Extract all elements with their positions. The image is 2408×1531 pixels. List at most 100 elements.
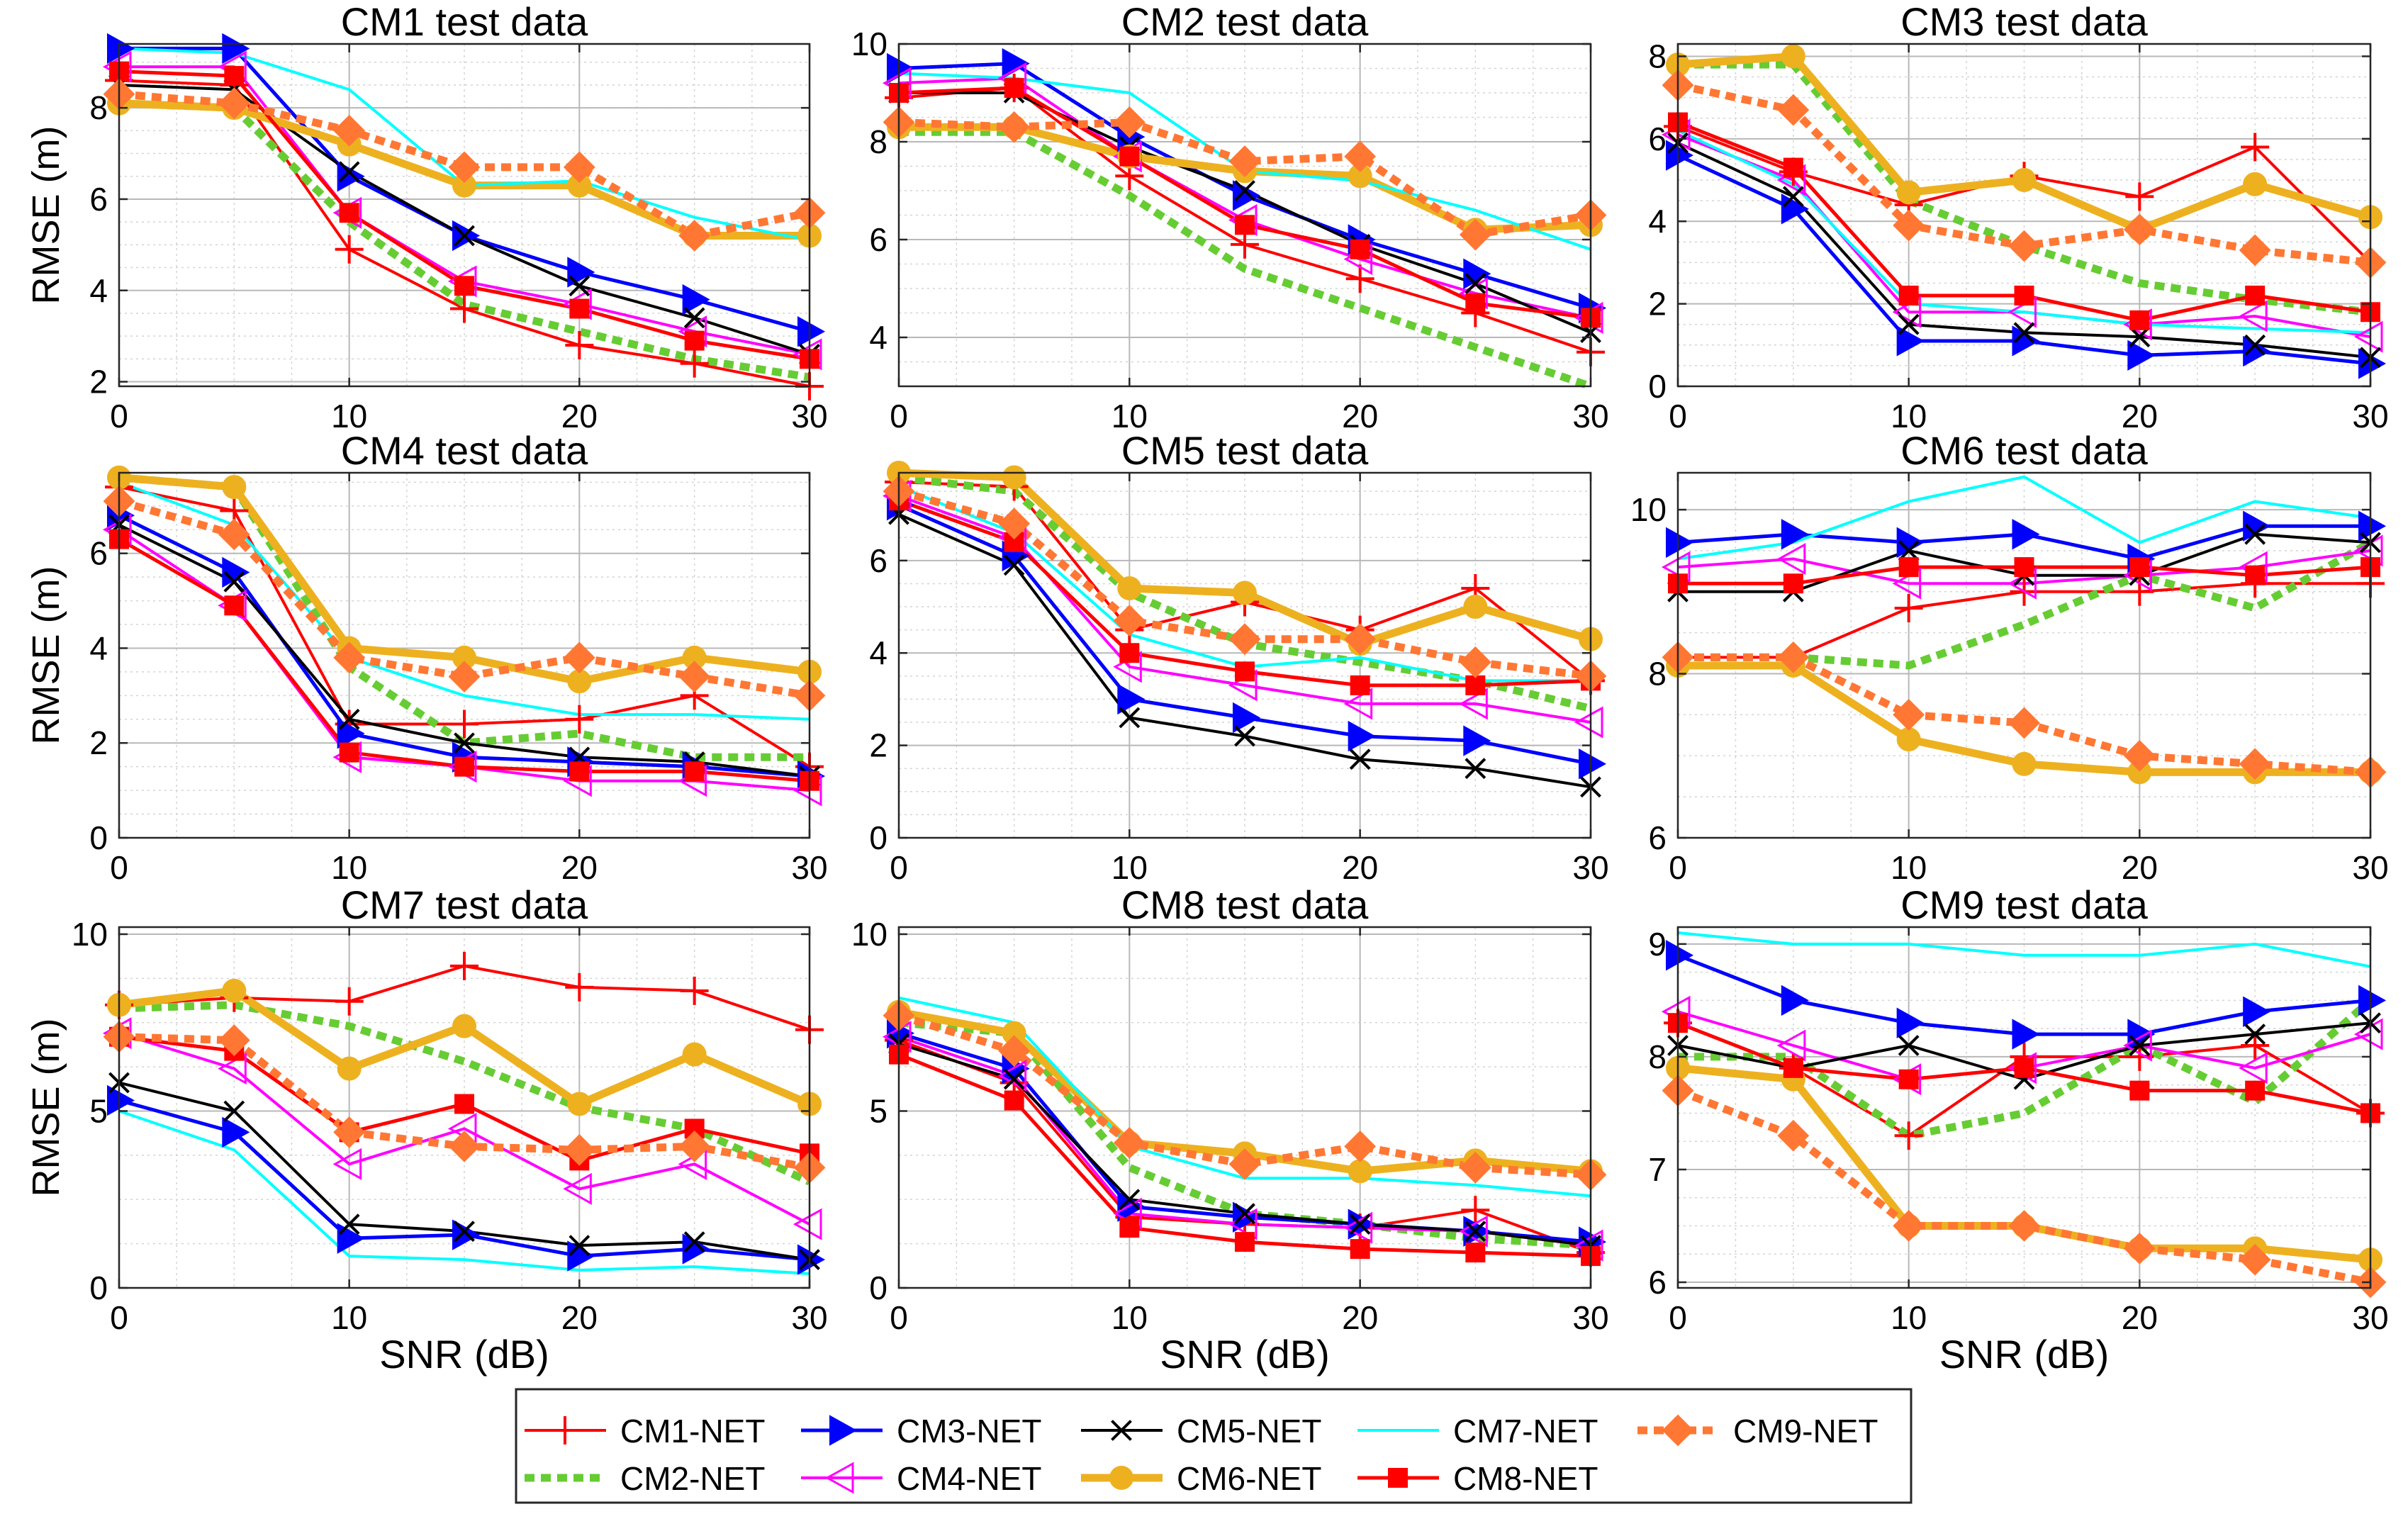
data-point-cm6-net <box>222 475 247 500</box>
data-point-cm6-net <box>682 1042 707 1067</box>
data-point-cm3-net <box>1463 725 1491 756</box>
y-tick-label: 4 <box>869 634 887 671</box>
data-point-cm6-net <box>2243 172 2268 196</box>
data-point-cm9-net <box>563 1133 595 1166</box>
data-point-cm5-net <box>338 161 360 183</box>
data-point-cm3-net <box>2012 1019 2040 1050</box>
data-point-cm3-net <box>797 316 826 347</box>
data-point-cm9-net <box>333 114 366 147</box>
data-point-cm9-net <box>1459 646 1491 678</box>
x-tick-label: 20 <box>2122 1299 2158 1336</box>
data-point-cm5-net <box>1898 540 1920 561</box>
data-point-cm8-net <box>2245 1080 2266 1101</box>
data-point-cm9-net <box>678 220 711 252</box>
data-point-cm8-net <box>1898 1069 1919 1089</box>
data-point-cm1-net <box>2241 133 2270 162</box>
data-point-cm5-net <box>1349 1213 1371 1235</box>
chart-title: CM3 test data <box>1900 0 2148 44</box>
data-point-cm6-net <box>1896 727 1921 752</box>
x-axis-label: SNR (dB) <box>1160 1332 1330 1376</box>
data-point-cm9-net <box>1228 1148 1261 1180</box>
y-tick-label: 2 <box>869 727 887 764</box>
data-point-cm9-net <box>563 151 595 184</box>
y-axis-label: RMSE (m) <box>25 566 67 745</box>
data-point-cm9-net <box>1893 209 1925 242</box>
data-point-cm6-net <box>1463 595 1488 619</box>
y-tick-label: 6 <box>869 221 887 258</box>
data-point-cm9-net <box>678 1130 711 1162</box>
x-tick-label: 30 <box>1572 849 1608 886</box>
y-tick-label: 4 <box>89 629 108 666</box>
data-point-cm3-net <box>337 1223 365 1254</box>
data-point-cm5-net <box>2244 1024 2266 1045</box>
data-point-cm8-net <box>2245 565 2266 585</box>
data-point-cm3-net <box>1117 683 1146 715</box>
x-tick-label: 20 <box>1342 398 1378 434</box>
y-tick-label: 8 <box>89 89 108 126</box>
data-point-cm9-net <box>333 1116 366 1148</box>
data-point-cm3-net <box>222 1116 250 1148</box>
y-tick-label: 2 <box>89 724 108 761</box>
data-point-cm8-net <box>684 330 705 351</box>
data-point-cm5-net <box>683 1231 705 1253</box>
y-tick-label: 6 <box>869 542 887 579</box>
data-point-cm8-net <box>224 66 245 86</box>
x-tick-label: 10 <box>331 849 367 886</box>
x-tick-label: 10 <box>1891 1299 1927 1336</box>
legend-label: CM6-NET <box>1177 1460 1321 1497</box>
legend-marker <box>829 1415 858 1446</box>
data-point-cm5-net <box>1003 554 1025 576</box>
legend-box <box>515 1388 1913 1504</box>
y-tick-label: 6 <box>1648 120 1667 157</box>
y-tick-label: 8 <box>1648 1038 1667 1075</box>
data-point-cm9-net <box>218 518 250 551</box>
x-tick-label: 20 <box>561 849 598 886</box>
data-point-cm9-net <box>1228 623 1261 656</box>
data-point-cm8-net <box>1004 78 1024 99</box>
panel-cm3: 0 10 20 30 0 2 4 6 8 CM3 test data <box>1648 0 2388 434</box>
x-tick-label: 0 <box>1669 849 1687 886</box>
data-point-cm8-net <box>1465 293 1486 313</box>
data-point-cm3-net <box>1233 702 1261 734</box>
data-point-cm4-net <box>1459 1215 1488 1247</box>
data-point-cm4-net <box>563 1172 592 1205</box>
axes-box <box>897 43 1592 388</box>
x-tick-label: 20 <box>2122 849 2158 886</box>
legend-label: CM1-NET <box>620 1413 765 1449</box>
chart-title: CM8 test data <box>1121 882 1369 927</box>
data-point-cm3-net <box>107 33 135 65</box>
data-point-cm5-net <box>1465 1221 1486 1243</box>
x-tick-label: 30 <box>791 1299 827 1336</box>
data-point-cm5-net <box>338 1213 360 1235</box>
data-point-cm9-net <box>333 641 366 674</box>
data-point-cm9-net <box>1893 1210 1925 1242</box>
data-point-cm9-net <box>998 111 1031 143</box>
data-point-cm8-net <box>2014 285 2034 305</box>
y-tick-label: 5 <box>869 1092 887 1129</box>
axes-box <box>1676 471 2372 839</box>
legend-item-cm2-net: CM2-NET <box>525 1460 765 1497</box>
data-point-cm5-net <box>683 307 705 329</box>
x-tick-label: 10 <box>1111 849 1148 886</box>
y-tick-label: 0 <box>1648 368 1667 405</box>
data-point-cm8-net <box>1119 1218 1140 1238</box>
data-point-cm4-net <box>793 1208 822 1240</box>
data-point-cm1-net <box>335 235 364 264</box>
x-tick-label: 0 <box>890 398 908 434</box>
data-point-cm1-net <box>680 349 709 378</box>
data-point-cm3-net <box>1579 748 1607 780</box>
data-point-cm8-net <box>454 756 474 777</box>
x-tick-label: 10 <box>1111 398 1148 434</box>
data-point-cm3-net <box>2127 340 2156 371</box>
data-point-cm5-net <box>2244 334 2266 356</box>
data-point-cm6-net <box>2012 751 2037 776</box>
data-point-cm5-net <box>1782 186 1804 208</box>
axes-box <box>1676 926 2372 1289</box>
axes-box <box>118 926 811 1289</box>
data-point-cm8-net <box>2129 557 2150 578</box>
data-point-cm8-net <box>339 742 359 763</box>
legend-item-cm4-net: CM4-NET <box>801 1460 1041 1497</box>
data-point-cm5-net <box>223 1100 245 1122</box>
data-point-cm9-net <box>218 1024 250 1057</box>
